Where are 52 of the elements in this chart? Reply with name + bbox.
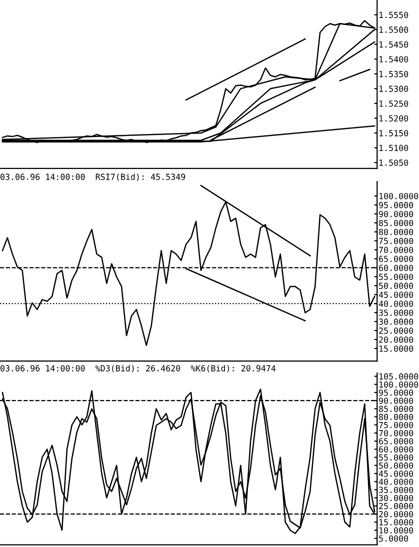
y-tick-label: 75.0000 xyxy=(379,422,414,428)
y-tick-label: 1.5450 xyxy=(379,41,408,48)
y-tick-label: 95.0000 xyxy=(379,390,414,396)
y-tick-label: 1.5050 xyxy=(379,160,408,166)
y-tick-label: 5.0000 xyxy=(379,535,408,542)
y-tick-label: 70.0000 xyxy=(379,246,414,254)
y-tick-label: 75.0000 xyxy=(379,238,414,244)
y-tick-label: 1.5500 xyxy=(379,26,408,33)
y-tick-label: 90.0000 xyxy=(379,210,414,218)
y-tick-label: 55.0000 xyxy=(379,274,414,280)
y-tick-label: 55.0000 xyxy=(379,454,414,461)
y-tick-label: 100.0000 xyxy=(379,192,418,200)
chart-title: 03.06.96 14:00:00 RSI7(Bid): 45.5349 xyxy=(0,174,186,181)
y-tick-label: 95.0000 xyxy=(379,202,414,208)
y-tick-label: 35.0000 xyxy=(379,310,414,316)
y-tick-label: 1.5550 xyxy=(379,12,408,18)
y-tick-label: 60.0000 xyxy=(379,446,414,453)
y-tick-label: 50.0000 xyxy=(379,282,414,289)
y-tick-label: 1.5350 xyxy=(379,70,408,78)
y-tick-label: 35.0000 xyxy=(379,486,414,494)
y-tick-label: 40.0000 xyxy=(378,478,414,485)
y-tick-label: 20.0000 xyxy=(379,511,414,518)
y-tick-label: 100.0000 xyxy=(379,381,418,388)
chart-title: 03.06.96 14:00:00 %D3(Bid): 26.4620 %K6(Bid): 20.9474 xyxy=(0,364,276,372)
y-tick-label: 30.0000 xyxy=(379,318,414,325)
y-tick-label: 105.0000 xyxy=(379,373,418,380)
y-tick-label: 70.0000 xyxy=(379,430,414,436)
y-tick-label: 20.0000 xyxy=(379,336,414,343)
y-tick-label: 65.0000 xyxy=(379,256,414,262)
y-tick-label: 80.0000 xyxy=(379,414,414,420)
y-tick-label: 15.0000 xyxy=(379,345,414,352)
y-tick-label: 45.0000 xyxy=(378,292,414,298)
y-tick-label: 1.5400 xyxy=(379,56,408,62)
y-tick-label: 85.0000 xyxy=(379,220,414,226)
y-tick-label: 1.5100 xyxy=(379,144,408,152)
y-tick-label: 80.0000 xyxy=(379,228,414,236)
y-tick-label: 1.5150 xyxy=(379,130,408,136)
y-tick-label: 25.0000 xyxy=(379,502,414,510)
y-tick-label: 1.5250 xyxy=(379,100,408,107)
y-tick-label: 45.0000 xyxy=(378,470,414,477)
y-tick-label: 15.0000 xyxy=(379,519,414,526)
y-tick-label: 90.0000 xyxy=(379,398,414,404)
y-tick-label: 25.0000 xyxy=(379,328,414,334)
y-tick-label: 40.0000 xyxy=(378,300,414,307)
y-tick-label: 60.0000 xyxy=(379,264,414,272)
y-tick-label: 10.0000 xyxy=(379,527,414,534)
y-tick-label: 30.0000 xyxy=(379,494,414,502)
y-tick-label: 1.5200 xyxy=(379,115,408,122)
y-tick-label: 50.0000 xyxy=(379,462,414,469)
y-tick-label: 85.0000 xyxy=(379,406,414,412)
y-tick-label: 1.5300 xyxy=(379,86,408,92)
y-tick-label: 65.0000 xyxy=(379,438,414,444)
